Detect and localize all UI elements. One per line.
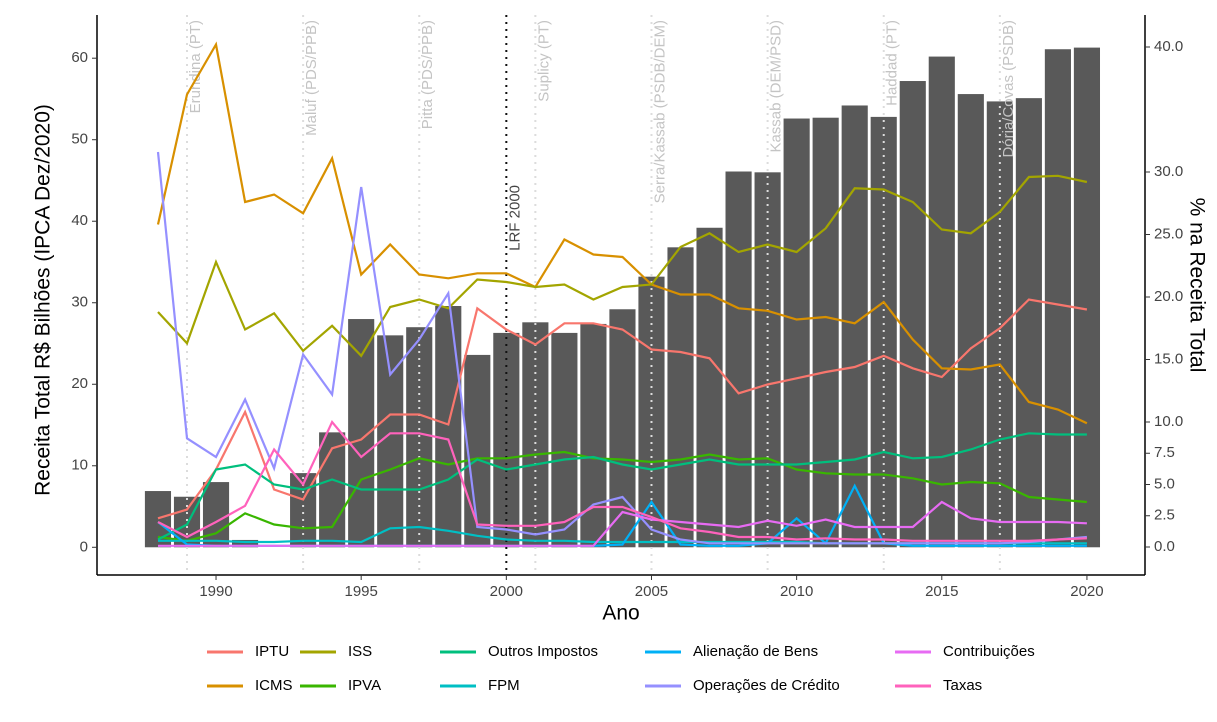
legend-label: FPM	[488, 677, 520, 694]
y2-tick-label: 15.0	[1154, 350, 1183, 367]
bar	[870, 116, 897, 548]
legend-label: Outros Impostos	[488, 643, 598, 660]
bar	[551, 332, 578, 548]
bar	[725, 171, 752, 548]
x-axis-title: Ano	[602, 602, 639, 625]
y-axis-title: Receita Total R$ Bilhões (IPCA Dez/2020)	[32, 104, 55, 496]
series-line	[157, 174, 1088, 358]
event-label: Kassab (DEM/PSD)	[768, 20, 785, 153]
event-label: Maluf (PDS/PPB)	[303, 20, 320, 136]
y-tick-label: 20	[71, 375, 88, 392]
legend-label: Taxas	[943, 677, 982, 694]
bar	[899, 81, 926, 548]
event-label: Dória/Covas (PSDB)	[1000, 20, 1017, 158]
legend-label: Alienação de Bens	[693, 643, 818, 660]
bar	[435, 306, 462, 548]
legend-label: ICMS	[255, 677, 293, 694]
series-line	[157, 419, 1087, 542]
y2-tick-label: 5.0	[1154, 475, 1175, 492]
bar	[928, 56, 955, 548]
x-tick-label: 2020	[1070, 583, 1103, 600]
legend-label: Operações de Crédito	[693, 677, 840, 694]
x-tick-label: 1995	[344, 583, 377, 600]
event-label: LRF 2000	[506, 185, 523, 251]
bar	[348, 319, 375, 548]
x-tick-label: 2005	[635, 583, 668, 600]
bar	[841, 105, 868, 548]
y2-tick-label: 40.0	[1154, 38, 1183, 55]
bar	[957, 94, 984, 548]
y2-axis-title: % na Receita Total	[1185, 198, 1208, 373]
bar	[783, 118, 810, 548]
x-tick-label: 1990	[199, 583, 232, 600]
bar	[1044, 49, 1071, 548]
series-line	[158, 500, 1087, 547]
bar	[231, 539, 259, 548]
y2-tick-label: 7.5	[1154, 444, 1175, 461]
y2-tick-label: 2.5	[1154, 507, 1175, 524]
y-tick-label: 10	[71, 457, 88, 474]
x-tick-label: 2015	[925, 583, 958, 600]
bar	[406, 327, 433, 548]
x-tick-label: 2010	[780, 583, 813, 600]
event-label: Serra/Kassab (PSDB/DEM)	[651, 20, 668, 203]
legend-label: ISS	[348, 643, 372, 660]
bar	[667, 247, 694, 548]
bar	[696, 227, 723, 548]
legend-label: Contribuições	[943, 643, 1035, 660]
y2-tick-label: 30.0	[1154, 163, 1183, 180]
y-tick-label: 0	[80, 538, 88, 555]
series-line	[156, 151, 1087, 545]
y-tick-label: 60	[71, 49, 88, 66]
y2-tick-label: 20.0	[1154, 288, 1183, 305]
bar	[580, 323, 607, 548]
event-label: Haddad (PT)	[884, 20, 901, 106]
y2-tick-label: 0.0	[1154, 538, 1175, 555]
bar	[202, 482, 230, 548]
legend-label: IPVA	[348, 677, 381, 694]
event-label: Pitta (PDS/PPB)	[419, 20, 436, 129]
y-tick-label: 50	[71, 131, 88, 148]
y2-tick-label: 10.0	[1154, 413, 1183, 430]
bar	[812, 117, 839, 548]
series-line	[157, 450, 1087, 542]
legend-label: IPTU	[255, 643, 289, 660]
bar	[1015, 98, 1042, 548]
y2-tick-label: 25.0	[1154, 225, 1183, 242]
y-tick-label: 30	[71, 294, 88, 311]
bar	[1073, 47, 1101, 548]
series-line	[157, 432, 1087, 541]
x-tick-label: 2000	[490, 583, 523, 600]
event-label: Erundina (PT)	[187, 20, 204, 113]
bar	[493, 332, 520, 548]
series-line	[157, 298, 1088, 520]
series-line	[156, 41, 1088, 425]
y-tick-label: 40	[71, 212, 88, 229]
event-label: Suplicy (PT)	[535, 20, 552, 102]
